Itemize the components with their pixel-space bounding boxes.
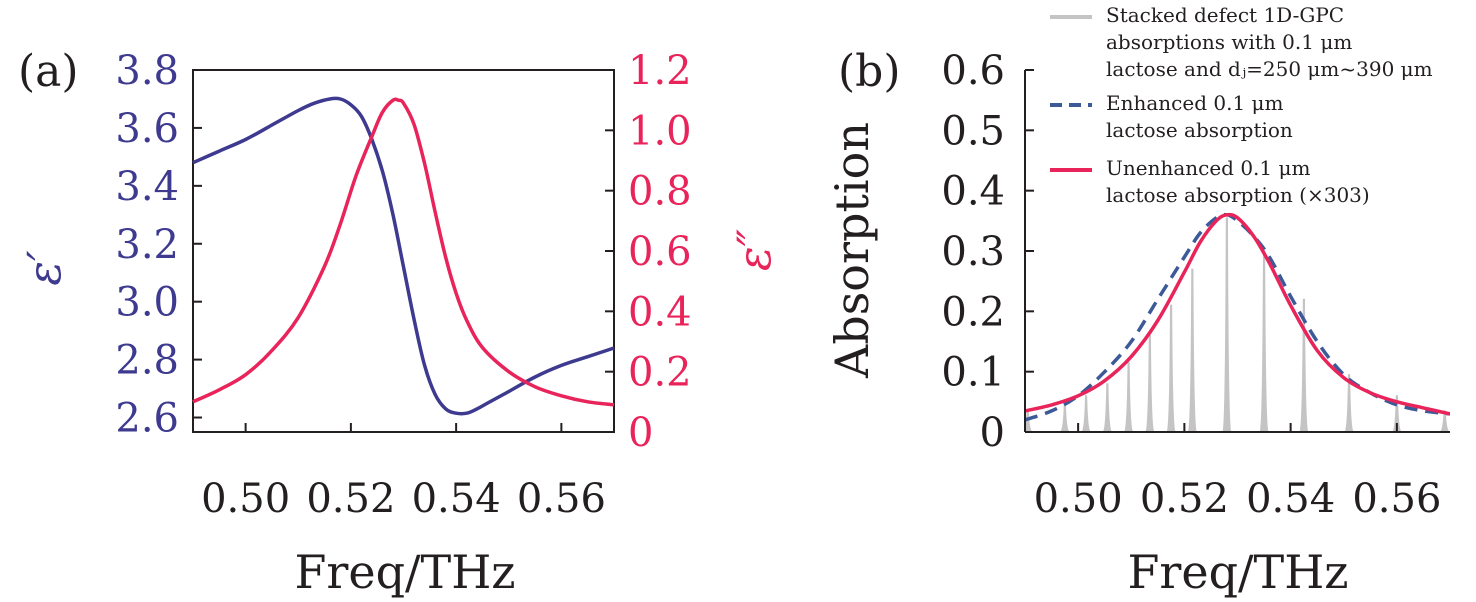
- panel-a-series: [192, 96, 615, 416]
- stacked-peak: [1145, 334, 1155, 432]
- panel-b-label: (b): [838, 46, 901, 97]
- panel-a-left-tick-label: 3.8: [115, 48, 179, 94]
- legend-stacked-line-2: absorptions with 0.1 μm: [1106, 30, 1352, 54]
- panel-b-y-tick-label: 0.5: [941, 108, 1005, 154]
- stacked-peak: [1123, 362, 1134, 432]
- legend-unenhanced-line-2: lactose absorption (×303): [1106, 183, 1370, 207]
- panel-a-right-tick-label: 0.8: [628, 169, 692, 215]
- panel-a-x-tick-label: 0.50: [201, 476, 290, 522]
- panel-a-right-tick-label: 0.4: [628, 289, 692, 335]
- panel-a-x-tick-label: 0.56: [517, 476, 606, 522]
- panel-a-frame: [192, 69, 615, 433]
- panel-a-xlabel: Freq/THz: [294, 545, 515, 599]
- stacked-peak: [1187, 268, 1197, 432]
- panel-a-right-tick-label: 1.2: [628, 48, 692, 94]
- panel-b-y-tick-label: 0: [980, 410, 1005, 456]
- panel-b-legend: Stacked defect 1D-GPC absorptions with 0…: [1050, 3, 1433, 207]
- stacked-peak: [1344, 374, 1354, 432]
- eps-imag-line: [192, 97, 615, 407]
- panel-a: (a) 2.6 2.8 3.0 3.2 3.4 3.6 3.8 0 0.2 0.4 0.6 0.8 1…: [17, 46, 781, 599]
- unenhanced-absorption-line: [1025, 212, 1450, 416]
- panel-b-x-tick-label: 0.56: [1352, 476, 1441, 522]
- panel-b: (b) 0 0.1 0.2 0.3 0.4 0.5 0.6 0.50 0.52 0.54 0.56…: [825, 3, 1450, 599]
- panel-b-x-tick-label: 0.50: [1034, 476, 1123, 522]
- panel-a-label: (a): [18, 46, 79, 97]
- legend-unenhanced-line-1: Unenhanced 0.1 μm: [1106, 156, 1310, 180]
- panel-b-xaxis: 0.50 0.52 0.54 0.56: [1034, 423, 1441, 522]
- stacked-peak: [1299, 298, 1309, 432]
- panel-a-right-tick-label: 0: [628, 410, 653, 456]
- legend-stacked-line-1: Stacked defect 1D-GPC: [1106, 3, 1344, 27]
- panel-a-xaxis: 0.50 0.52 0.54 0.56: [201, 423, 606, 522]
- stacked-peak: [1081, 395, 1091, 432]
- panel-b-yaxis: 0 0.1 0.2 0.3 0.4 0.5 0.6: [941, 48, 1034, 456]
- panel-b-y-tick-label: 0.1: [941, 350, 1005, 396]
- stacked-peak: [1440, 410, 1450, 432]
- panel-b-y-tick-label: 0.2: [941, 289, 1005, 335]
- panel-a-right-ylabel: ε″: [727, 229, 781, 271]
- panel-b-plot-area: [1025, 212, 1450, 432]
- legend-enhanced-line-2: lactose absorption: [1106, 118, 1293, 142]
- panel-b-y-tick-label: 0.3: [941, 229, 1005, 275]
- stacked-peak: [1166, 304, 1176, 432]
- panel-a-left-tick-label: 2.8: [115, 338, 179, 384]
- stacked-peak: [1060, 404, 1070, 432]
- panel-a-left-tick-label: 3.2: [115, 222, 179, 268]
- panel-b-series: [1025, 212, 1450, 432]
- panel-b-xlabel: Freq/THz: [1127, 545, 1348, 599]
- panel-b-x-tick-label: 0.52: [1140, 476, 1229, 522]
- panel-a-right-tick-label: 1.0: [628, 108, 692, 154]
- panel-a-left-tick-label: 3.6: [115, 106, 179, 152]
- stacked-peak: [1222, 217, 1232, 432]
- stacked-peak: [1392, 395, 1402, 432]
- panel-b-y-tick-label: 0.4: [941, 169, 1005, 215]
- panel-a-right-yaxis: 0 0.2 0.4 0.6 0.8 1.0 1.2: [605, 48, 692, 456]
- panel-a-left-tick-label: 3.4: [115, 164, 179, 210]
- legend-enhanced-line-1: Enhanced 0.1 μm: [1106, 91, 1284, 115]
- panel-a-left-yaxis: 2.6 2.8 3.0 3.2 3.4 3.6 3.8: [115, 48, 202, 442]
- panel-a-left-ylabel: ε′: [17, 250, 71, 286]
- panel-a-right-tick-label: 0.2: [628, 350, 692, 396]
- panel-b-y-tick-label: 0.6: [941, 48, 1005, 94]
- panel-a-left-tick-label: 3.0: [115, 280, 179, 326]
- panel-a-x-tick-label: 0.54: [412, 476, 501, 522]
- panel-b-ylabel: Absorption: [825, 122, 879, 379]
- panel-a-left-tick-label: 2.6: [115, 396, 179, 442]
- panel-a-x-tick-label: 0.52: [306, 476, 395, 522]
- legend-stacked-line-3: lactose and dⱼ=250 μm~390 μm: [1106, 57, 1433, 81]
- panel-a-right-tick-label: 0.6: [628, 229, 692, 275]
- panel-b-x-tick-label: 0.54: [1246, 476, 1335, 522]
- stacked-peak: [1102, 383, 1112, 432]
- eps-real-line: [192, 96, 615, 416]
- stacked-peak: [1259, 250, 1269, 432]
